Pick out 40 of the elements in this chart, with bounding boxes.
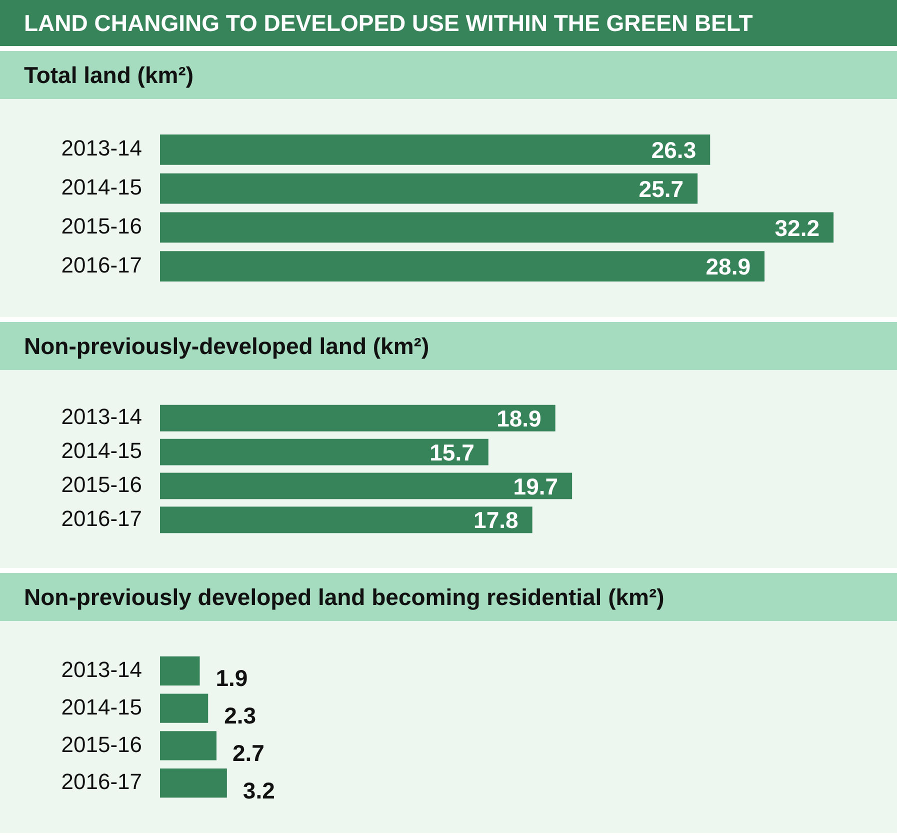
data-label: 28.9 bbox=[706, 254, 751, 280]
y-tick-label: 2013-14 bbox=[61, 656, 142, 682]
bar bbox=[160, 472, 572, 500]
y-tick-label: 2014-15 bbox=[61, 174, 142, 200]
bar bbox=[160, 173, 698, 204]
bar bbox=[160, 212, 834, 243]
bar bbox=[160, 251, 765, 282]
y-tick-label: 2013-14 bbox=[61, 404, 142, 430]
bar bbox=[160, 768, 227, 798]
y-tick-label: 2015-16 bbox=[61, 732, 142, 757]
y-tick-label: 2015-16 bbox=[61, 214, 142, 239]
bar bbox=[160, 404, 556, 432]
bar bbox=[160, 134, 710, 165]
y-tick-label: 2016-17 bbox=[61, 252, 142, 278]
data-label: 17.8 bbox=[474, 507, 519, 534]
y-tick-label: 2015-16 bbox=[61, 472, 142, 498]
data-label: 15.7 bbox=[430, 439, 474, 466]
chart-subtitle: Total land (km²) bbox=[0, 51, 897, 99]
data-label: 2.7 bbox=[232, 740, 264, 766]
bar bbox=[160, 438, 488, 466]
text: Non-previously developed land becoming residential (km²) bbox=[0, 573, 897, 621]
y-tick-label: 2016-17 bbox=[61, 506, 142, 531]
data-label: 19.7 bbox=[513, 473, 558, 500]
bar bbox=[160, 506, 532, 534]
data-label: 25.7 bbox=[638, 176, 684, 202]
data-label: 2.3 bbox=[224, 702, 256, 729]
bar bbox=[160, 656, 200, 686]
bar bbox=[160, 731, 216, 760]
data-label: 1.9 bbox=[216, 665, 248, 692]
chart-title: LAND CHANGING TO DEVELOPED USE WITHIN THE GREEN BELT bbox=[0, 0, 897, 46]
y-tick-label: 2013-14 bbox=[61, 136, 142, 161]
bar bbox=[160, 694, 208, 723]
data-label: 26.3 bbox=[651, 136, 696, 163]
y-tick-label: 2014-15 bbox=[61, 438, 142, 464]
y-tick-label: 2014-15 bbox=[61, 694, 142, 720]
data-label: 3.2 bbox=[242, 777, 275, 804]
y-tick-label: 2016-17 bbox=[61, 769, 142, 794]
data-label: 32.2 bbox=[774, 214, 820, 241]
data-label: 18.9 bbox=[496, 405, 542, 432]
chart-title: Non-previously-developed land (km²) bbox=[0, 322, 897, 370]
